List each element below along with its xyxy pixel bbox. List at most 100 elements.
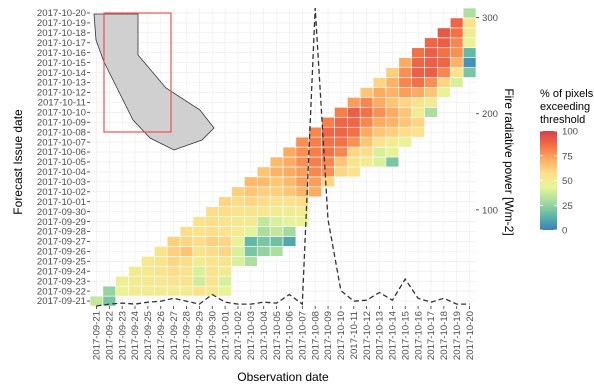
- x-tick-label: 2017-10-15: [400, 311, 411, 360]
- heatmap-cell: [372, 87, 387, 98]
- heatmap-cell: [141, 285, 155, 297]
- y-tick-label: 2017-10-17: [37, 38, 86, 49]
- x-tick-label: 2017-10-17: [426, 311, 437, 360]
- y-tick-label: 2017-09-22: [37, 286, 86, 297]
- heatmap-cell: [411, 87, 425, 98]
- heatmap-cells: [89, 7, 477, 307]
- heatmap-cell: [231, 236, 245, 247]
- heatmap-cell: [295, 146, 310, 158]
- heatmap-cell: [269, 226, 284, 237]
- heatmap-cell: [256, 186, 271, 198]
- heatmap-cell: [449, 47, 464, 58]
- heatmap-cell: [128, 265, 142, 277]
- x-tick-label: 2017-10-03: [246, 311, 257, 360]
- x-tick-label: 2017-10-09: [323, 311, 334, 360]
- heatmap-cell: [347, 146, 361, 158]
- heatmap-cell: [282, 146, 297, 158]
- heatmap-cell: [179, 236, 194, 247]
- heatmap-cell: [244, 246, 258, 257]
- heatmap-cell: [424, 67, 438, 78]
- heatmap-cell: [334, 116, 348, 128]
- y-tick-label: 2017-10-08: [37, 127, 86, 138]
- y-tick-label: 2017-10-20: [37, 8, 86, 19]
- heatmap-cell: [192, 216, 207, 227]
- x-tick-label: 2017-10-20: [465, 311, 476, 360]
- heatmap-cell: [231, 196, 245, 207]
- heatmap-cell: [372, 156, 387, 168]
- heatmap-cell: [192, 275, 207, 287]
- x-tick-label: 2017-10-10: [336, 311, 347, 360]
- heatmap-cell: [385, 116, 400, 128]
- heatmap-cell: [256, 246, 271, 257]
- heatmap-cell: [437, 27, 451, 39]
- heatmap-cell: [308, 186, 322, 198]
- legend-tick-label: 0: [562, 226, 567, 237]
- heatmap-cell: [321, 176, 335, 188]
- x-tick-label: 2017-09-27: [169, 311, 180, 360]
- heatmap-cell: [282, 236, 297, 247]
- heatmap-cell: [308, 136, 322, 148]
- heatmap-cell: [282, 226, 297, 237]
- heatmap-cell: [308, 146, 322, 158]
- heatmap-cell: [334, 107, 348, 118]
- heatmap-cell: [308, 176, 322, 188]
- heatmap-cell: [269, 186, 284, 198]
- y-tick-label: 2017-10-10: [37, 108, 86, 119]
- heatmap-cell: [372, 116, 387, 128]
- heatmap-cell: [372, 97, 387, 108]
- heatmap-cell: [244, 196, 258, 207]
- heatmap-cell: [295, 166, 310, 178]
- heatmap-cell: [385, 67, 400, 78]
- heatmap-cell: [115, 285, 129, 297]
- heatmap-cell: [141, 256, 155, 267]
- heatmap-cell: [347, 156, 361, 168]
- heatmap-cell: [256, 206, 271, 217]
- heatmap-cell: [231, 206, 245, 217]
- y2-axis-title: Fire radiative power [Wm-2]: [502, 88, 516, 235]
- heatmap-cell: [192, 226, 207, 237]
- heatmap-cell: [205, 216, 219, 227]
- heatmap-cell: [462, 57, 477, 68]
- heatmap-cell: [192, 236, 207, 247]
- legend-title-line-2: exceeding: [540, 101, 590, 113]
- x-tick-label: 2017-10-11: [349, 311, 360, 359]
- y-tick-label: 2017-10-02: [37, 187, 86, 198]
- heatmap-cell: [462, 7, 477, 19]
- heatmap-cell: [256, 226, 271, 237]
- heatmap-cell: [282, 156, 297, 168]
- heatmap-cell: [347, 97, 361, 108]
- heatmap-cell: [411, 57, 425, 68]
- legend-ticks: 100 75 50 25 0: [540, 127, 578, 237]
- heatmap-cell: [128, 285, 142, 297]
- heatmap-cell: [244, 206, 258, 217]
- heatmap-cell: [398, 136, 412, 148]
- inset-map: [93, 12, 215, 151]
- legend-colorbar: [540, 131, 557, 230]
- legend-tick-label: 75: [562, 151, 573, 162]
- x-tick-label: 2017-10-07: [298, 311, 309, 360]
- heatmap-cell: [295, 156, 310, 168]
- heatmap-cell: [141, 265, 155, 277]
- heatmap-cell: [347, 166, 361, 178]
- x-tick-label: 2017-09-21: [92, 311, 103, 360]
- heatmap-cell: [462, 27, 477, 39]
- heatmap-cell: [372, 107, 387, 118]
- heatmap-cell: [449, 37, 464, 49]
- y2-tick-label: 300: [482, 13, 498, 24]
- heatmap-cell: [218, 236, 232, 247]
- heatmap-cell: [244, 186, 258, 198]
- heatmap-cell: [218, 206, 232, 217]
- x-axis-title: Observation date: [237, 370, 329, 383]
- heatmap-cell: [256, 216, 271, 227]
- heatmap-cell: [359, 126, 374, 138]
- heatmap-cell: [424, 57, 438, 68]
- heatmap-cell: [218, 196, 232, 207]
- x-tick-label: 2017-09-24: [130, 310, 141, 360]
- heatmap-cell: [411, 67, 425, 78]
- y-tick-label: 2017-10-16: [37, 48, 86, 59]
- heatmap-cell: [231, 216, 245, 227]
- heatmap-cell: [359, 136, 374, 148]
- x-tick-label: 2017-09-25: [143, 311, 154, 360]
- heatmap-cell: [437, 87, 451, 98]
